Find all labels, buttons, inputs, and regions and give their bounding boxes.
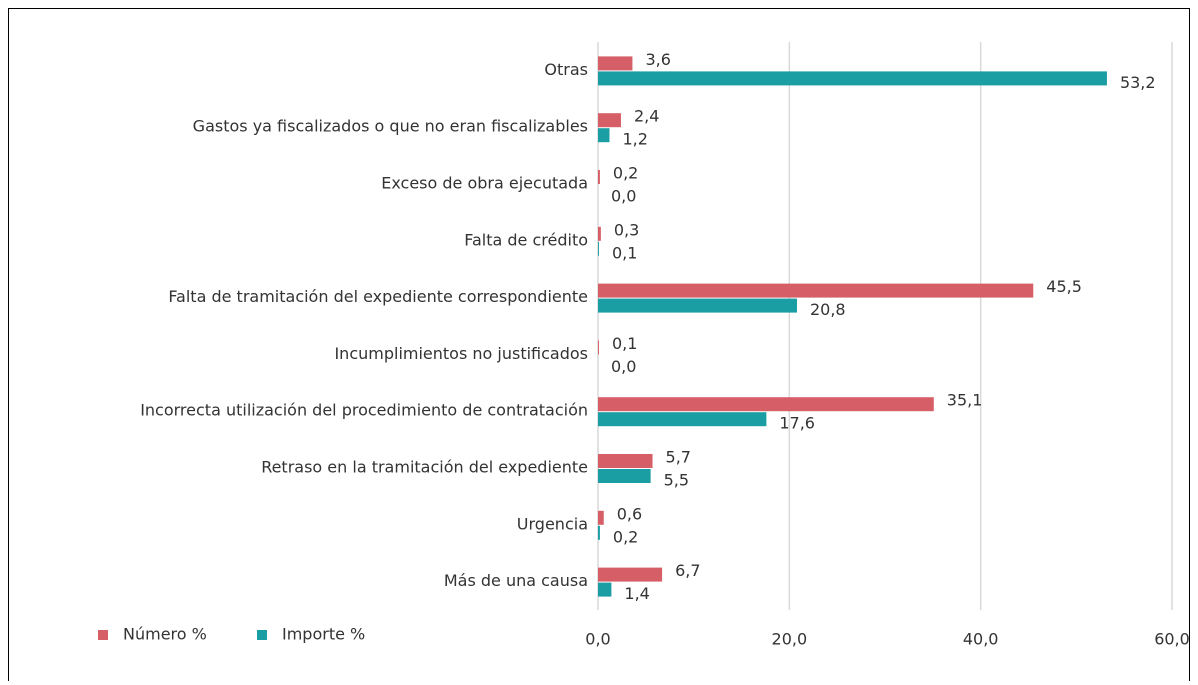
bar [598,397,934,412]
y-tick-label: Incumplimientos no justificados [334,344,588,363]
data-label: 0,3 [614,220,639,239]
data-label: 1,2 [622,130,647,149]
y-tick-label: Gastos ya fiscalizados o que no eran fis… [193,117,588,136]
data-label: 20,8 [810,300,846,319]
data-label: 0,1 [612,334,637,353]
data-label: 0,0 [611,357,636,376]
y-tick-label: Falta de tramitación del expediente corr… [168,287,588,306]
data-label: 5,7 [666,448,691,467]
bar [598,241,599,256]
bar [598,469,651,483]
bar [598,582,612,597]
bar [598,56,633,71]
data-label: 17,6 [779,414,815,433]
bar [598,170,600,184]
data-label: 3,6 [645,50,670,69]
legend-label: Importe % [282,625,365,644]
y-tick-label: Falta de crédito [464,230,588,249]
legend-label: Número % [123,625,207,644]
data-label: 45,5 [1046,277,1082,296]
bar [598,71,1107,86]
bar [598,454,653,468]
legend-swatch [257,630,267,640]
data-label: 0,2 [613,164,638,183]
y-tick-label: Incorrecta utilización del procedimiento… [140,401,588,420]
x-tick-label: 20,0 [772,630,808,649]
data-label: 6,7 [675,561,700,580]
data-label: 2,4 [634,107,659,126]
bar [598,113,621,128]
x-tick-label: 40,0 [963,630,999,649]
bar [598,510,604,525]
data-label: 1,4 [624,584,649,603]
bar [598,283,1034,298]
data-label: 0,1 [612,243,637,262]
data-label: 0,0 [611,187,636,206]
bar [598,340,599,355]
bar [598,128,610,143]
bar [598,525,600,540]
x-tick-label: 0,0 [585,630,610,649]
data-label: 0,6 [617,504,642,523]
bar [598,298,797,313]
y-tick-label: Más de una causa [444,571,588,590]
legend-swatch [98,630,108,640]
bar [598,412,767,427]
y-tick-label: Retraso en la tramitación del expediente [261,458,588,477]
data-label: 5,5 [664,471,689,490]
y-tick-label: Otras [544,60,588,79]
data-label: 53,2 [1120,73,1156,92]
bar [598,226,601,241]
data-label: 0,2 [613,527,638,546]
y-tick-label: Urgencia [517,514,588,533]
x-tick-label: 60,0 [1154,630,1190,649]
bar [598,567,663,582]
y-tick-label: Exceso de obra ejecutada [381,174,588,193]
data-label: 35,1 [947,391,983,410]
